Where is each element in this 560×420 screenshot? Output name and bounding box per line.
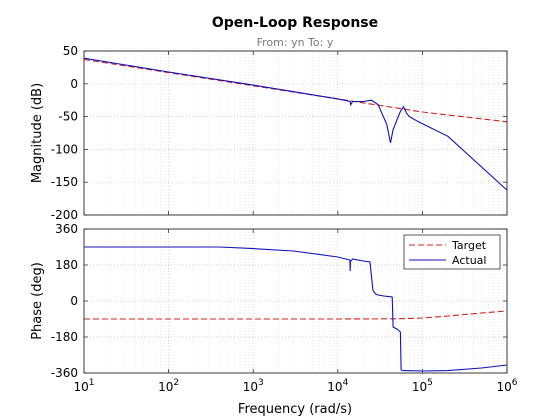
x-axis-label: Frequency (rad/s) [238,402,352,417]
magnitude-y-axis-label: Magnitude (dB) [30,83,45,183]
magnitude-plot-area [84,51,507,215]
phase-y-axis-label: Phase (deg) [30,262,45,340]
x-tick-label: 103 [243,378,264,394]
phase-y-tick-label: 0 [70,294,78,308]
magnitude-y-tick-label: -50 [58,110,78,124]
x-tick-label: 101 [73,378,94,394]
legend-label-target: Target [451,239,487,252]
magnitude-y-tick-label: 0 [70,77,78,91]
magnitude-y-tick-label: -150 [51,175,78,189]
phase-series-actual [84,246,508,372]
x-tick-label: 102 [158,378,179,394]
phase-y-tick-label: -180 [51,330,78,344]
phase-frame [83,228,508,374]
magnitude-series-target [83,58,508,123]
magnitude-series-actual [83,57,508,191]
x-tick-label: 105 [412,378,433,394]
phase-series-target [84,310,508,320]
magnitude-frame [83,50,508,216]
phase-y-tick-label: -360 [51,366,78,380]
magnitude-panel: -200 -150 -100 -50 0 50 Magnitude (dB) [30,44,508,222]
x-tick-label: 106 [496,378,517,394]
legend-box [403,234,501,270]
phase-y-tick-label: 360 [55,222,78,236]
x-tick-label: 104 [327,378,348,394]
phase-y-tick-label: 180 [55,258,78,272]
magnitude-y-tick-label: 50 [63,44,78,58]
magnitude-y-tick-label: -200 [51,208,78,222]
chart-subtitle: From: yn To: y [257,36,334,49]
legend-label-actual: Actual [452,254,486,267]
chart-title: Open-Loop Response [212,15,378,31]
magnitude-y-tick-label: -100 [51,142,78,156]
legend: Target Actual [403,234,501,270]
phase-panel: 101 102 103 104 105 106 -360 -180 0 180 360 Phase (… [30,222,518,394]
